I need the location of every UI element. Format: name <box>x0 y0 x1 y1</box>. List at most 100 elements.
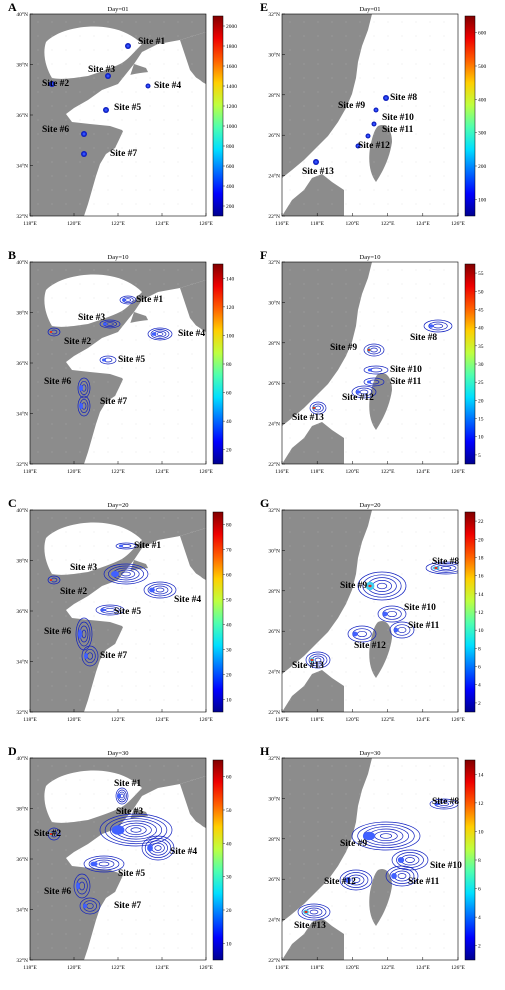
sea-area <box>282 14 458 216</box>
site-label: Site #12 <box>358 141 390 151</box>
lat-tick-label: 24°N <box>268 173 280 180</box>
site-label: Site #9 <box>330 343 357 353</box>
colorbar-tick-label: 35 <box>478 344 484 350</box>
panel-A: A Day=01 Site #1 Site #3 Site #2 Site #4 Site … <box>0 0 252 246</box>
plume-site-7 <box>81 645 99 667</box>
site-label: Site #11 <box>390 377 422 387</box>
site-label: Site #6 <box>44 627 71 637</box>
lon-tick-label: 120°E <box>345 220 359 227</box>
colorbar <box>212 759 224 961</box>
plume-site-4 <box>363 377 385 387</box>
lat-tick-label: 34°N <box>16 907 28 914</box>
lat-tick-label: 38°N <box>16 62 28 69</box>
site-label: Site #1 <box>138 37 165 47</box>
lon-tick-label: 124°E <box>155 716 169 723</box>
sea-area <box>44 274 142 327</box>
panel-letter: F <box>260 248 267 262</box>
plume-site-5 <box>355 143 361 149</box>
plume-site-7 <box>77 395 91 417</box>
colorbar-tick-label: 2 <box>478 944 481 950</box>
site-label: Site #7 <box>110 149 137 159</box>
lat-tick-label: 32°N <box>268 11 280 18</box>
sea-area <box>94 71 206 216</box>
site-label: Site #3 <box>116 807 143 817</box>
site-label: Site #5 <box>114 607 141 617</box>
panel-letter: H <box>260 744 270 758</box>
plume-site-4 <box>145 83 151 89</box>
site-label: Site #5 <box>118 355 145 365</box>
lon-tick-label: 124°E <box>155 220 169 227</box>
lon-tick-label: 124°E <box>155 468 169 475</box>
panel-letter: B <box>8 248 16 262</box>
plume-site-1 <box>423 319 453 333</box>
plume-site-2 <box>373 107 379 113</box>
map-area: Site #1 Site #3 Site #2 Site #4 Site #5 Site … <box>29 509 207 713</box>
site-label: Site #11 <box>408 877 440 887</box>
lat-tick-label: 30°N <box>268 299 280 306</box>
day-title: Day=30 <box>108 750 129 757</box>
site-label: Site #9 <box>340 839 367 849</box>
colorbar-tick-label: 8 <box>478 858 481 864</box>
colorbar-tick-label: 1800 <box>226 44 237 50</box>
taiwan-island <box>369 124 392 182</box>
colorbar-tick-label: 10 <box>226 698 232 704</box>
colorbar-tick-label: 6 <box>478 887 481 893</box>
plume-site-3 <box>47 575 61 585</box>
site-label: Site #3 <box>88 65 115 75</box>
lon-tick-label: 116°E <box>275 716 289 723</box>
plume-site-6 <box>305 651 331 669</box>
site-label: Site #6 <box>44 377 71 387</box>
panel-E: E Day=01 Site #8 Site #9 Site #10 Site #11 Sit… <box>252 0 504 246</box>
lat-tick-label: 26°N <box>268 132 280 139</box>
colorbar-tick-label: 400 <box>226 184 235 190</box>
lon-tick-label: 126°E <box>451 468 465 475</box>
lon-tick-label: 118°E <box>23 468 37 475</box>
colorbar-tick-label: 2000 <box>226 24 237 30</box>
plume-site-5 <box>351 385 377 399</box>
site-label: Site #10 <box>382 113 414 123</box>
colorbar-tick-label: 30 <box>226 648 232 654</box>
plume-site-5 <box>83 855 125 873</box>
sea-area <box>282 262 458 464</box>
day-title: Day=01 <box>108 6 129 13</box>
lat-tick-label: 32°N <box>268 755 280 762</box>
map-area: Site #8 Site #9 Site #10 Site #11 Site #12 Si… <box>281 13 459 217</box>
map-frame <box>281 509 459 713</box>
land-mass <box>180 280 206 332</box>
panel-letter: D <box>8 744 17 758</box>
site-label: Site #11 <box>408 621 440 631</box>
lon-tick-label: 120°E <box>67 468 81 475</box>
plume-site-3 <box>363 365 389 375</box>
map-frame <box>281 261 459 465</box>
colorbar-tick-label: 40 <box>226 623 232 629</box>
lat-tick-label: 28°N <box>268 836 280 843</box>
day-title: Day=10 <box>360 254 381 261</box>
plume-site-5 <box>347 625 377 643</box>
colorbar-tick-label: 80 <box>226 362 232 368</box>
lat-tick-label: 22°N <box>268 213 280 220</box>
site-label: Site #13 <box>292 661 324 671</box>
site-label: Site #7 <box>100 397 127 407</box>
sea-area <box>282 758 458 960</box>
site-label: Site #7 <box>114 901 141 911</box>
colorbar-tick-label: 15 <box>478 417 484 423</box>
site-label: Site #13 <box>294 921 326 931</box>
colorbar-tick-label: 25 <box>478 380 484 386</box>
panel-letter: G <box>260 496 269 510</box>
site-label: Site #8 <box>432 797 459 807</box>
plume-site-4 <box>365 133 371 139</box>
lat-tick-label: 32°N <box>268 507 280 514</box>
lat-tick-label: 26°N <box>268 380 280 387</box>
colorbar <box>464 263 476 465</box>
map-area: Site #8 Site #9 Site #10 Site #11 Site #12 Si… <box>281 757 462 961</box>
plume-site-2 <box>105 73 111 79</box>
colorbar-tick-label: 40 <box>226 841 232 847</box>
lon-tick-label: 122°E <box>381 964 395 971</box>
plume-site-2 <box>99 813 173 847</box>
lat-tick-label: 38°N <box>16 558 28 565</box>
plume-site-6 <box>73 873 91 899</box>
plume-site-1 <box>119 295 137 305</box>
lon-tick-label: 122°E <box>111 964 125 971</box>
sea-area <box>44 770 142 823</box>
